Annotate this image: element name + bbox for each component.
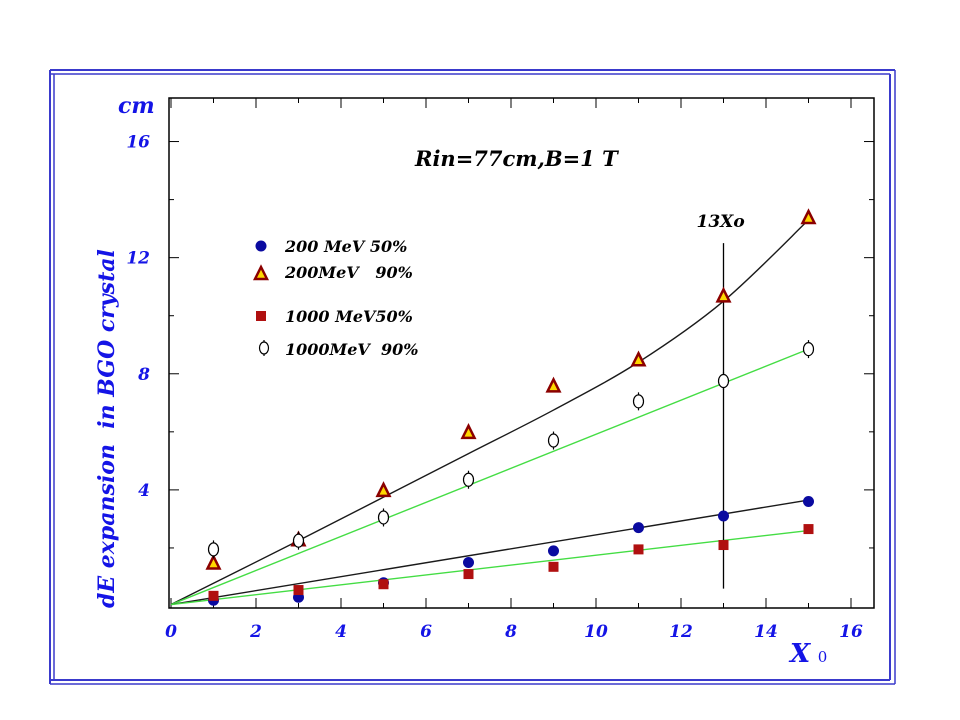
point-1000mev-50 <box>718 540 729 551</box>
point-1000mev-90 <box>717 372 730 391</box>
x-axis-title-subscript: 0 <box>818 648 828 666</box>
legend-marker-square <box>256 311 266 321</box>
y-axis-unit: cm <box>118 93 155 119</box>
point-1000mev-50 <box>548 561 559 572</box>
point-marker-open-circle <box>377 510 390 525</box>
point-200mev-50 <box>463 556 474 568</box>
x-tick-label: 10 <box>584 622 608 642</box>
point-1000mev-50 <box>293 585 304 596</box>
point-1000mev-50 <box>208 590 219 601</box>
x-tick-label: 16 <box>839 622 863 642</box>
fit-curve-green <box>170 529 809 606</box>
point-200mev-90 <box>205 553 222 570</box>
point-200mev-50 <box>548 545 559 557</box>
point-200mev-90 <box>545 376 562 393</box>
point-1000mev-90 <box>632 392 645 411</box>
plot-area-frame <box>168 97 875 609</box>
x-axis-title: X 0 <box>788 639 827 669</box>
point-1000mev-90 <box>802 340 815 359</box>
point-marker-open-circle <box>207 542 220 557</box>
point-1000mev-90 <box>462 470 475 489</box>
axis-ticks <box>169 98 874 608</box>
legend-item-200mev-90: 200MeV 90% <box>252 263 413 282</box>
legend-item-1000mev-50: 1000 MeV50% <box>256 307 413 326</box>
point-1000mev-90 <box>547 431 560 450</box>
legend-marker-circle-open <box>258 341 270 355</box>
point-1000mev-50 <box>803 524 814 535</box>
point-200mev-50 <box>633 522 644 534</box>
y-tick-label: 12 <box>126 249 150 269</box>
point-200mev-50 <box>803 495 814 507</box>
fit-curve-green <box>170 348 809 606</box>
legend-label: 200MeV 90% <box>284 263 413 282</box>
legend-marker-circle-filled <box>255 240 267 252</box>
point-200mev-50 <box>718 510 729 522</box>
point-marker-open-circle <box>717 373 730 389</box>
point-200mev-90 <box>460 423 477 440</box>
tick-labels: 0 2 4 6 8 10 12 14 16 4 8 12 16 <box>126 133 863 642</box>
y-tick-label: 4 <box>138 481 150 501</box>
point-1000mev-50 <box>378 579 389 590</box>
data-points <box>205 208 817 606</box>
legend-label: 200 MeV 50% <box>284 237 407 256</box>
x-tick-label: 0 <box>165 622 177 642</box>
y-tick-label: 16 <box>126 133 150 153</box>
point-marker-open-circle <box>802 341 815 357</box>
point-200mev-90 <box>715 286 732 303</box>
legend-item-200mev-50: 200 MeV 50% <box>255 237 407 256</box>
point-marker-open-circle <box>632 394 645 409</box>
legend-label: 1000 MeV50% <box>285 307 413 326</box>
y-axis-title: dE expansion in BGO crystal <box>94 249 120 608</box>
fit-curve-black <box>170 499 809 606</box>
x-tick-label: 2 <box>249 622 262 642</box>
x-tick-label: 14 <box>754 622 778 642</box>
point-1000mev-50 <box>463 569 474 580</box>
point-1000mev-50 <box>633 544 644 555</box>
x-tick-label: 8 <box>504 622 517 642</box>
point-200mev-90 <box>375 481 392 498</box>
legend-marker-triangle <box>252 264 270 281</box>
x-axis-title-main: X <box>788 639 812 669</box>
point-marker-open-circle <box>292 533 305 548</box>
point-1000mev-90 <box>292 531 305 550</box>
x-tick-label: 4 <box>335 622 347 642</box>
x-tick-label: 12 <box>669 622 693 642</box>
legend: 200 MeV 50% 200MeV 90% 1000 MeV50% 1000M… <box>252 237 418 359</box>
chart-title: Rin=77cm,B=1 T <box>414 146 619 171</box>
y-tick-label: 8 <box>137 365 150 385</box>
legend-label: 1000MeV 90% <box>285 340 418 359</box>
point-200mev-90 <box>800 208 817 225</box>
x-tick-label: 6 <box>420 622 432 642</box>
point-marker-open-circle <box>547 433 560 448</box>
point-1000mev-90 <box>207 540 220 559</box>
legend-item-1000mev-90: 1000MeV 90% <box>258 340 418 359</box>
annotation-label: 13Xo <box>697 212 745 232</box>
point-1000mev-90 <box>377 508 390 527</box>
point-marker-open-circle <box>462 472 475 487</box>
outer-frame <box>49 69 896 685</box>
point-200mev-90 <box>630 350 647 367</box>
annotations: 13Xo <box>697 212 745 589</box>
